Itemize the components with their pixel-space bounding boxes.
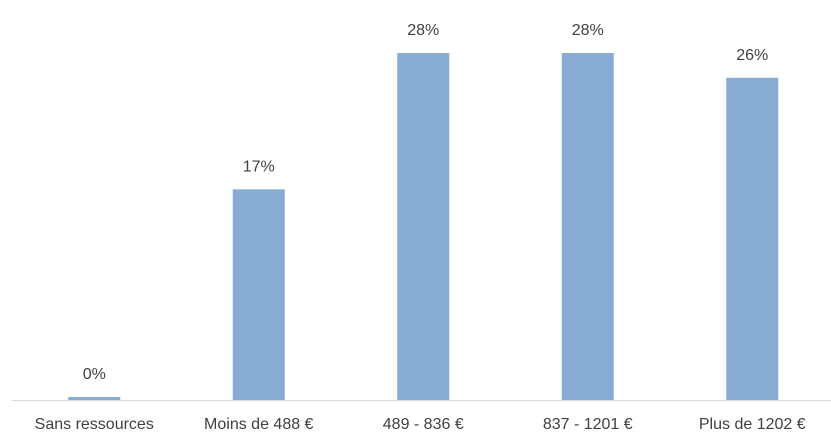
x-tick-label: 489 - 836 € [383, 416, 464, 433]
value-label: 26% [736, 47, 768, 64]
x-tick-label: Sans ressources [35, 416, 154, 433]
x-tick-label: Plus de 1202 € [699, 416, 806, 433]
bar [232, 189, 285, 400]
x-tick-label: Moins de 488 € [204, 416, 314, 433]
bar [397, 53, 450, 400]
bar [561, 53, 614, 400]
bar [68, 397, 121, 400]
value-label: 28% [572, 22, 604, 39]
value-label: 28% [407, 22, 439, 39]
value-label: 0% [83, 366, 106, 383]
x-tick-label: 837 - 1201 € [543, 416, 633, 433]
value-label: 17% [243, 159, 275, 176]
bar [726, 77, 779, 401]
